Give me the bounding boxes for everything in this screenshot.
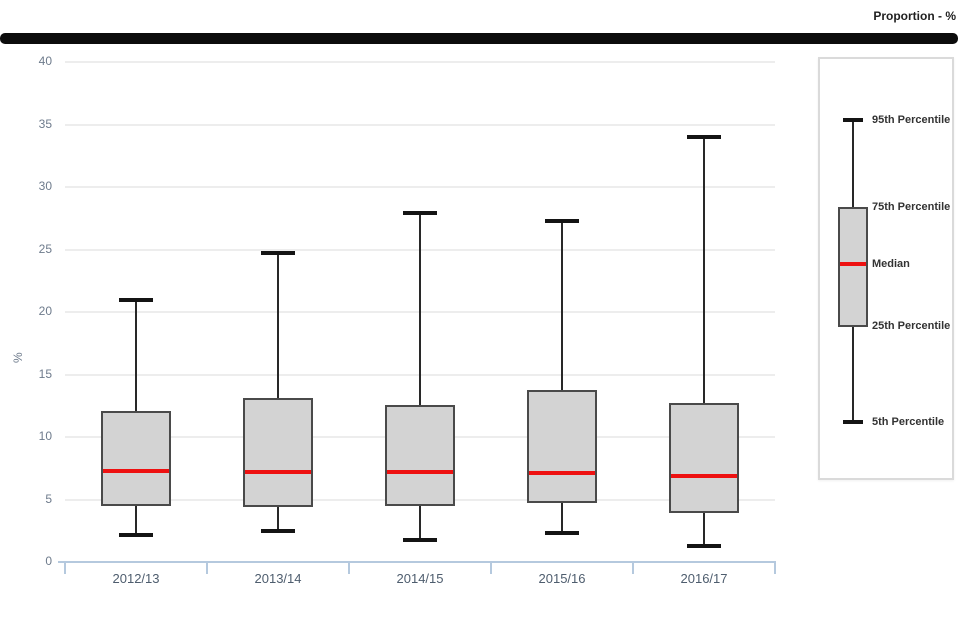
y-tick-label-0: 0 <box>45 554 52 568</box>
box-2015-16[interactable] <box>527 389 597 504</box>
legend-95th-percentile-cap <box>843 118 863 122</box>
gridline-30 <box>65 186 775 188</box>
legend-label-95th-percentile: 95th Percentile <box>872 114 951 126</box>
cap-95th-2013-14 <box>261 251 295 256</box>
box-2013-14[interactable] <box>243 398 313 507</box>
x-axis-tick-5 <box>774 561 776 574</box>
whisker-2016-17 <box>703 137 705 546</box>
whisker-2014-15 <box>419 213 421 540</box>
median-2015-16 <box>529 471 595 476</box>
cap-5th-2012-13 <box>119 532 153 537</box>
y-tick-label-5: 5 <box>45 491 52 506</box>
cap-5th-2014-15 <box>403 537 437 542</box>
gridline-35 <box>65 123 775 126</box>
whisker-2013-14 <box>277 253 279 531</box>
y-tick-label-35: 35 <box>38 116 52 131</box>
cap-95th-2016-17 <box>687 135 721 139</box>
x-category-label-2013-14: 2013/14 <box>254 571 302 586</box>
x-axis-tick-4 <box>632 561 634 574</box>
x-axis-tick-0 <box>64 561 66 574</box>
y-tick-label-30: 30 <box>38 179 52 193</box>
cap-5th-2013-14 <box>261 528 295 533</box>
y-tick-label-20: 20 <box>38 304 52 318</box>
chart-legend: 95th Percentile 75th Percentile Median 2… <box>818 57 954 480</box>
box-2014-15[interactable] <box>385 404 455 506</box>
median-2014-15 <box>387 470 453 474</box>
legend-label-25th-percentile: 25th Percentile <box>872 320 951 332</box>
cap-95th-2014-15 <box>403 211 437 216</box>
cap-5th-2015-16 <box>545 531 579 536</box>
box-2012-13[interactable] <box>101 410 171 506</box>
y-tick-label-15: 15 <box>38 366 52 381</box>
legend-5th-percentile-cap <box>843 420 863 424</box>
x-category-label-2012-13: 2012/13 <box>112 571 160 586</box>
y-tick-label-10: 10 <box>38 429 52 443</box>
x-category-label-2015-16: 2015/16 <box>538 571 586 586</box>
y-axis-title: % <box>11 352 25 363</box>
legend-label-75th-percentile: 75th Percentile <box>872 201 951 213</box>
legend-label-5th-percentile: 5th Percentile <box>872 416 945 428</box>
y-tick-label-25: 25 <box>38 241 52 256</box>
box-2016-17[interactable] <box>669 403 739 514</box>
legend-label-median: Median <box>872 258 910 270</box>
cap-5th-2016-17 <box>687 543 721 548</box>
median-2012-13 <box>103 468 169 473</box>
top-divider-bar <box>0 33 958 44</box>
whisker-2015-16 <box>561 220 563 534</box>
x-axis-tick-2 <box>348 561 350 574</box>
x-category-label-2016-17: 2016/17 <box>680 571 728 586</box>
cap-95th-2012-13 <box>119 297 153 302</box>
boxplot-chart: % 0 5 10 15 20 25 30 35 40 2012/13 2013/14 2014/15 2… <box>0 44 810 604</box>
legend-iqr-box <box>838 207 868 327</box>
x-axis-tick-3 <box>490 561 492 574</box>
legend-median-line <box>840 262 866 266</box>
cap-95th-2015-16 <box>545 218 579 223</box>
y-tick-label-40: 40 <box>38 54 52 68</box>
median-2016-17 <box>671 473 737 478</box>
median-2013-14 <box>245 470 311 474</box>
series-title: Proportion - % <box>873 9 956 23</box>
x-category-label-2014-15: 2014/15 <box>396 571 444 586</box>
gridline-40 <box>65 61 775 63</box>
x-axis-tick-1 <box>206 561 208 574</box>
x-axis-line <box>58 561 775 563</box>
